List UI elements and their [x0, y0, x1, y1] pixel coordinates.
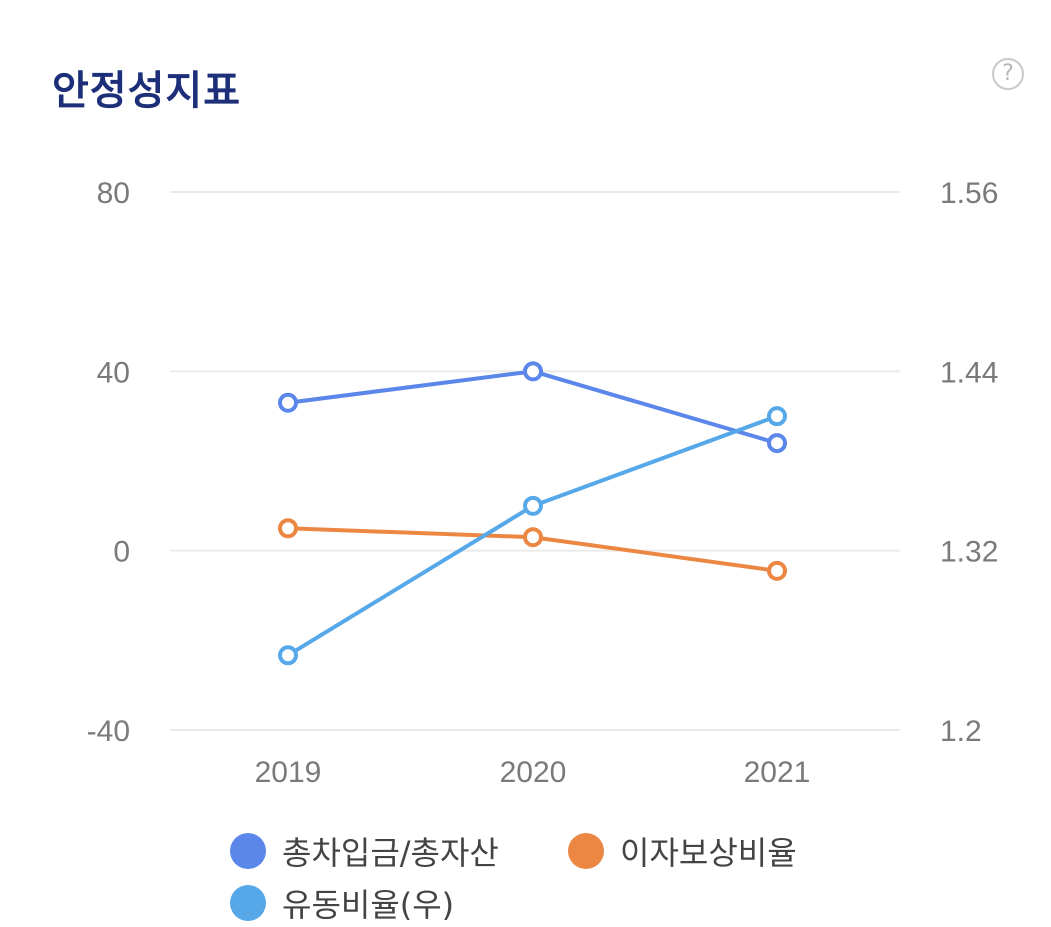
series-line-0	[287, 369, 778, 445]
legend-dot-total-borrowings	[230, 833, 266, 869]
y-right-tick-label: 1.2	[940, 715, 982, 748]
legend-label-current-ratio: 유동비율(우)	[282, 886, 455, 924]
x-tick-label: 2019	[255, 756, 322, 789]
series-point-0	[278, 392, 298, 413]
legend-item-current-ratio[interactable]: 유동비율(우)	[230, 880, 454, 926]
y-left-tick-label: 80	[97, 177, 130, 210]
series-point-2	[523, 495, 543, 516]
y-left-tick-label: 40	[97, 356, 130, 389]
x-tick-label: 2020	[500, 756, 567, 789]
x-tick-label: 2021	[744, 756, 811, 789]
series-point-2	[767, 406, 787, 427]
legend-label-interest-coverage: 이자보상비율	[620, 834, 797, 872]
y-right-tick-label: 1.32	[940, 536, 998, 569]
series-point-0	[767, 433, 787, 454]
series-point-2	[278, 645, 298, 666]
page-title: 안정성지표	[52, 68, 241, 114]
legend-dot-current-ratio	[230, 885, 266, 921]
y-left-tick-label: 0	[113, 536, 130, 569]
y-left-tick-label: -40	[87, 715, 130, 748]
y-right-tick-label: 1.56	[940, 177, 998, 210]
y-right-tick-label: 1.44	[940, 356, 998, 389]
series-point-1	[767, 560, 787, 581]
legend-item-total-borrowings[interactable]: 총차입금/총자산	[230, 828, 499, 874]
series-point-1	[278, 518, 298, 539]
legend-label-total-borrowings: 총차입금/총자산	[282, 834, 499, 872]
series-point-1	[523, 527, 543, 548]
series-point-0	[523, 361, 543, 382]
legend-item-interest-coverage[interactable]: 이자보상비율	[568, 828, 797, 874]
legend-dot-interest-coverage	[568, 833, 604, 869]
help-icon[interactable]: ?	[992, 58, 1024, 90]
